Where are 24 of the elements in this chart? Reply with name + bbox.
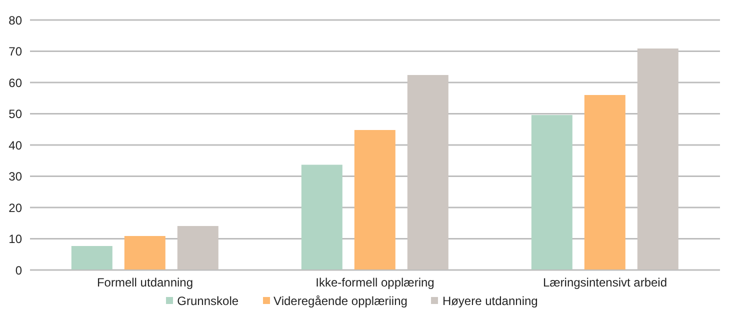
bar bbox=[71, 246, 112, 270]
bar bbox=[407, 75, 448, 270]
y-tick-label: 0 bbox=[15, 263, 22, 278]
bar bbox=[301, 164, 342, 270]
legend-label: Videregående opplæriing bbox=[274, 294, 408, 308]
x-tick-label: Formell utdanning bbox=[96, 276, 194, 290]
y-tick-label: 30 bbox=[8, 170, 22, 184]
bar bbox=[637, 48, 678, 270]
y-tick-label: 60 bbox=[8, 76, 22, 90]
bar bbox=[584, 95, 626, 270]
x-tick-label: Læringsintensivt arbeid bbox=[542, 276, 668, 290]
y-tick-label: 10 bbox=[8, 232, 22, 246]
legend-label: Høyere utdanning bbox=[442, 294, 538, 308]
legend-label: Grunnskole bbox=[177, 294, 239, 308]
y-tick-label: 80 bbox=[8, 13, 22, 28]
bar bbox=[124, 236, 166, 270]
y-tick-label: 50 bbox=[8, 107, 22, 122]
y-tick-label: 40 bbox=[8, 138, 22, 152]
bar bbox=[531, 115, 572, 270]
bar bbox=[177, 226, 218, 270]
y-tick-label: 20 bbox=[8, 200, 22, 215]
x-tick-label: Ikke-formell opplæring bbox=[316, 276, 434, 290]
bar bbox=[354, 130, 396, 270]
y-tick-label: 70 bbox=[8, 44, 22, 59]
